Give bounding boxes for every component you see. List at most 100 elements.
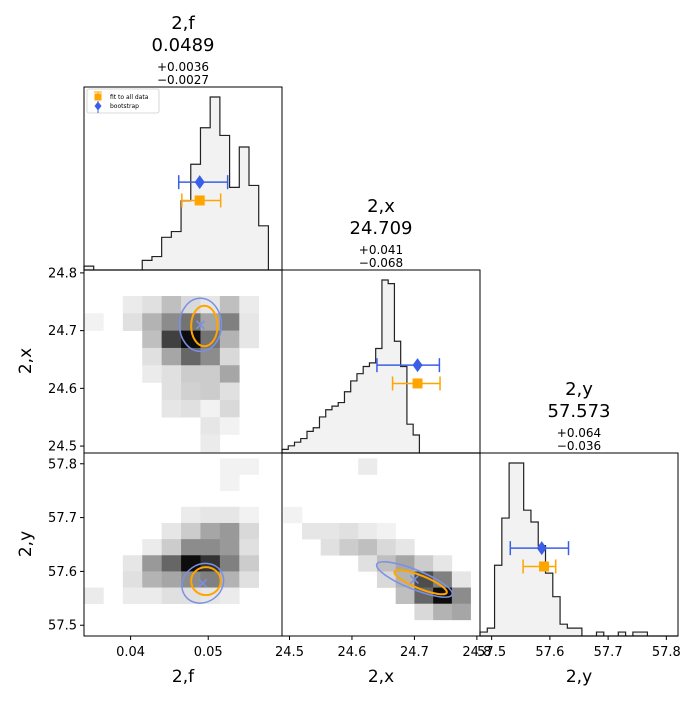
- ytick-label: 24.8: [48, 266, 77, 281]
- density-cell: [161, 555, 182, 572]
- xtick-label: 57.7: [594, 645, 623, 660]
- density-cell: [451, 587, 471, 605]
- density-frame-y_vs_x: [281, 452, 481, 637]
- xtick-label: 24.7: [400, 645, 429, 660]
- density-cell: [142, 587, 162, 605]
- density-cell: [142, 347, 162, 366]
- density-cell: [219, 330, 240, 349]
- legend-bootstrap-marker: [94, 101, 102, 113]
- xtick-label: 24.5: [275, 645, 304, 660]
- title-x-value: 24.709: [350, 218, 413, 239]
- density-cell: [200, 571, 221, 588]
- bootstrap-marker-0: [194, 175, 205, 190]
- density-cell: [84, 587, 104, 605]
- density-cell: [219, 522, 240, 540]
- xaxis-0: 0.04 0.05: [116, 636, 223, 660]
- density-cell: [161, 539, 182, 556]
- density-cell: [376, 522, 396, 540]
- fit-ellipse-y_vs_f: [190, 566, 222, 597]
- density-cell: [433, 555, 453, 572]
- ytick-label: 57.8: [48, 457, 77, 472]
- density-cell: [239, 313, 260, 331]
- density-cell: [376, 555, 396, 572]
- density-cell: [200, 295, 221, 314]
- density-cell: [142, 571, 162, 588]
- bootstrap-marker-1: [412, 358, 423, 373]
- density-cell: [283, 506, 303, 524]
- yaxis-1: 24.5 24.6 24.7 24.8: [48, 266, 84, 455]
- density-panel-y_vs_x: [281, 452, 481, 637]
- density-cell: [142, 330, 162, 349]
- density-cell: [122, 313, 143, 331]
- density-cell: [142, 313, 162, 331]
- fit-ellipse-x_vs_f: [190, 304, 219, 348]
- density-cell: [376, 571, 396, 588]
- density-cell: [395, 539, 415, 556]
- density-cell: [161, 571, 182, 588]
- ylabel-x: 2,x: [16, 348, 36, 374]
- density-cell: [142, 295, 162, 314]
- density-cell: [219, 458, 240, 475]
- density-cell: [358, 539, 378, 556]
- density-cell: [181, 399, 201, 418]
- density-cell: [433, 603, 453, 621]
- xtick-label: 0.04: [116, 645, 145, 660]
- legend-fit-square: [94, 93, 102, 101]
- density-cell: [239, 506, 260, 524]
- density-cell: [358, 458, 378, 475]
- density-cell: [200, 365, 221, 383]
- density-cell: [219, 313, 240, 331]
- density-cell: [142, 555, 162, 572]
- title-f-err-minus: −0.0027: [157, 73, 209, 87]
- density-cell: [414, 555, 434, 572]
- density-cell: [451, 571, 471, 588]
- xlabel-x: 2,x: [368, 667, 394, 687]
- density-cell: [200, 382, 221, 401]
- density-cell: [161, 295, 182, 314]
- density-cell: [239, 330, 260, 349]
- xlabel-f: 2,f: [172, 667, 195, 687]
- density-cell: [142, 365, 162, 383]
- fit-marker-0: [194, 195, 205, 206]
- xtick-label: 57.8: [652, 645, 681, 660]
- title-y-err-minus: −0.036: [557, 439, 601, 453]
- density-cell: [122, 571, 143, 588]
- density-cells-y_vs_f: [84, 458, 260, 605]
- density-cells-y_vs_x: [283, 458, 471, 621]
- density-cell: [219, 474, 240, 491]
- density-cell: [181, 382, 201, 401]
- density-cell: [161, 347, 182, 366]
- density-cell: [219, 506, 240, 524]
- density-cell: [239, 539, 260, 556]
- fit-marker-2: [539, 561, 550, 572]
- fit-ellipse-y_vs_x: [393, 569, 448, 596]
- density-cell: [200, 399, 221, 418]
- density-cell: [219, 347, 240, 366]
- yaxis-2: 57.5 57.6 57.7 57.8: [48, 457, 84, 634]
- density-cell: [161, 313, 182, 331]
- title-x-err-minus: −0.068: [359, 256, 403, 270]
- bootstrap-ellipse-y_vs_f: [181, 562, 225, 604]
- ytick-label: 57.6: [48, 565, 77, 580]
- ytick-label: 24.6: [48, 382, 77, 397]
- density-cell: [200, 522, 221, 540]
- density-cell: [161, 330, 182, 349]
- ytick-label: 24.7: [48, 324, 77, 339]
- density-cell: [181, 506, 201, 524]
- xtick-label: 57.5: [477, 645, 506, 660]
- xaxis-1: 24.5 24.6 24.7 24.8: [275, 636, 491, 660]
- density-cell: [219, 417, 240, 435]
- density-cell: [239, 522, 260, 540]
- hist-bars-0: [83, 96, 282, 271]
- density-cell: [219, 587, 240, 605]
- title-y-name: 2,y: [565, 379, 593, 400]
- xtick-label: 24.6: [337, 645, 366, 660]
- hist-panel-2: [479, 452, 679, 637]
- density-cell: [181, 365, 201, 383]
- density-cell: [200, 347, 221, 366]
- density-cell: [84, 313, 104, 331]
- xaxis-2: 57.5 57.6 57.7 57.8: [477, 636, 681, 660]
- density-cell: [181, 539, 201, 556]
